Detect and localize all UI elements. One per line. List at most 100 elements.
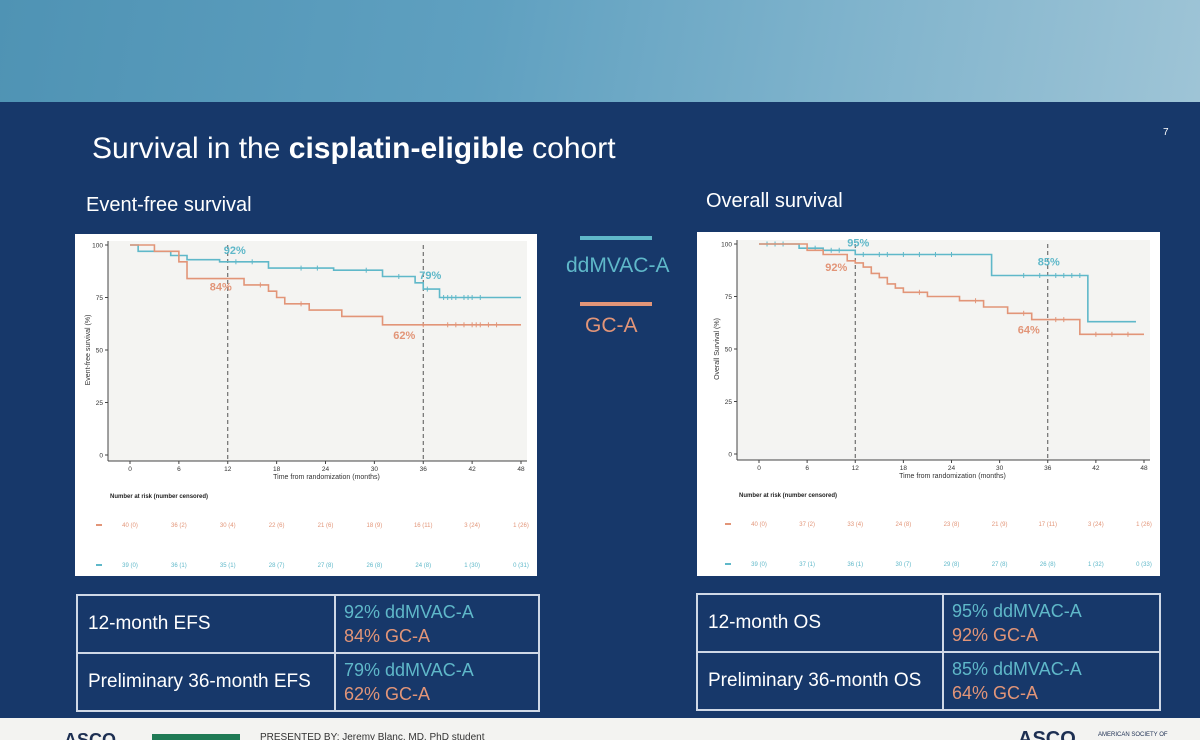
efs-x-tick-label: 48 xyxy=(517,466,525,473)
efs-y-tick-label: 25 xyxy=(96,400,104,407)
efs-risk-value-gc: 3 (24) xyxy=(464,523,480,529)
efs-risk-value-ddmvac: 0 (31) xyxy=(513,563,529,569)
efs-row1-label: 12-month EFS xyxy=(76,594,336,654)
efs-km-chart: 0 25 50 75 100 0 6 12 18 24 30 36 42 48 Time from rand… xyxy=(85,241,529,569)
efs-x-tick-label: 18 xyxy=(273,466,281,473)
os-km-chart: 0 25 50 75 100 0 6 12 18 24 30 36 42 48 Time from rand… xyxy=(714,238,1152,569)
os-row1-label: 12-month OS xyxy=(696,593,944,653)
os-x-tick-label: 0 xyxy=(757,465,761,472)
os-row1-ddmvac: 95% ddMVAC-A xyxy=(952,601,1082,621)
efs-risk-value-gc: 1 (26) xyxy=(513,523,529,529)
efs-risk-value-ddmvac: 1 (30) xyxy=(464,563,480,569)
efs-risk-value-gc: 21 (6) xyxy=(318,523,334,529)
efs-risk-value-ddmvac: 39 (0) xyxy=(122,563,138,569)
os-risk-value-gc: 3 (24) xyxy=(1088,522,1104,528)
efs-curve-gc xyxy=(130,244,521,326)
os-risk-value-ddmvac: 37 (1) xyxy=(799,562,815,568)
efs-annotation: 92% xyxy=(224,245,246,257)
efs-annotation: 79% xyxy=(419,270,441,282)
os-x-tick-label: 48 xyxy=(1140,465,1148,472)
efs-risk-value-gc: 18 (9) xyxy=(367,523,383,529)
os-risk-value-gc: 1 (26) xyxy=(1136,522,1152,528)
efs-x-tick-label: 36 xyxy=(420,466,428,473)
efs-risk-value-gc: 30 (4) xyxy=(220,523,236,529)
os-risk-value-ddmvac: 39 (0) xyxy=(751,562,767,568)
efs-risk-value-gc: 40 (0) xyxy=(122,523,138,529)
asco-logo-subtitle: AMERICAN SOCIETY OF xyxy=(1098,732,1168,738)
efs-panel-title: Event-free survival xyxy=(86,194,252,216)
efs-y-tick-label: 50 xyxy=(96,348,104,355)
efs-annotation: 62% xyxy=(393,330,415,342)
os-risk-value-gc: 37 (2) xyxy=(799,522,815,528)
os-curve-gc xyxy=(759,243,1144,336)
efs-row1-ddmvac: 92% ddMVAC-A xyxy=(344,602,474,622)
efs-x-tick-label: 0 xyxy=(128,466,132,473)
os-panel-title: Overall survival xyxy=(706,190,843,212)
efs-x-tick-label: 12 xyxy=(224,466,232,473)
efs-risk-value-gc: 16 (11) xyxy=(414,523,433,529)
legend-label-gc: GC-A xyxy=(585,314,638,337)
os-risk-value-ddmvac: 30 (7) xyxy=(896,562,912,568)
os-annotation: 95% xyxy=(847,238,869,250)
os-x-tick-label: 36 xyxy=(1044,465,1052,472)
os-summary-table: 12-month OS 95% ddMVAC-A 92% GC-A Prelim… xyxy=(696,593,1161,711)
efs-x-tick-label: 42 xyxy=(469,466,477,473)
legend-label-ddmvac: ddMVAC-A xyxy=(566,254,670,277)
efs-risk-value-ddmvac: 27 (8) xyxy=(318,563,334,569)
os-chart-panel: 0 25 50 75 100 0 6 12 18 24 30 36 42 48 Time from rand… xyxy=(697,232,1160,576)
os-risk-value-gc: 23 (8) xyxy=(944,522,960,528)
efs-risk-value-gc: 36 (2) xyxy=(171,523,187,529)
legend-line-ddmvac xyxy=(580,236,652,240)
os-annotation: 85% xyxy=(1038,257,1060,269)
efs-risk-value-ddmvac: 36 (1) xyxy=(171,563,187,569)
efs-risk-table-title: Number at risk (number censored) xyxy=(110,494,208,500)
slide-title: Survival in the cisplatin-eligible cohor… xyxy=(92,132,616,165)
os-x-axis-label: Time from randomization (months) xyxy=(899,473,1006,480)
efs-x-axis-label: Time from randomization (months) xyxy=(273,474,380,481)
efs-risk-value-ddmvac: 24 (8) xyxy=(415,563,431,569)
os-risk-value-gc: 21 (9) xyxy=(992,522,1008,528)
efs-x-tick-label: 24 xyxy=(322,466,330,473)
os-y-tick-label: 100 xyxy=(721,242,732,249)
os-x-tick-label: 12 xyxy=(852,465,860,472)
os-y-tick-label: 0 xyxy=(728,452,732,459)
os-row1-gc: 92% GC-A xyxy=(952,625,1039,645)
os-risk-value-gc: 17 (11) xyxy=(1038,522,1057,528)
header-band xyxy=(0,0,1200,102)
os-y-tick-label: 50 xyxy=(725,347,733,354)
os-risk-value-gc: 33 (4) xyxy=(847,522,863,528)
os-risk-value-ddmvac: 1 (32) xyxy=(1088,562,1104,568)
os-risk-value-ddmvac: 26 (8) xyxy=(1040,562,1056,568)
efs-y-axis-label: Event-free survival (%) xyxy=(85,315,92,386)
efs-row2-ddmvac: 79% ddMVAC-A xyxy=(344,660,474,680)
efs-row2-label: Preliminary 36-month EFS xyxy=(76,652,336,712)
os-risk-value-ddmvac: 27 (8) xyxy=(992,562,1008,568)
os-risk-value-ddmvac: 29 (8) xyxy=(944,562,960,568)
presenter-credit: PRESENTED BY: Jeremy Blanc, MD, PhD stud… xyxy=(260,732,485,740)
efs-x-tick-label: 6 xyxy=(177,466,181,473)
os-row2-label: Preliminary 36-month OS xyxy=(696,651,944,711)
efs-chart-panel: 0 25 50 75 100 0 6 12 18 24 30 36 42 48 Time from rand… xyxy=(75,234,537,576)
os-risk-value-gc: 40 (0) xyxy=(751,522,767,528)
efs-summary-table: 12-month EFS 92% ddMVAC-A 84% GC-A Preli… xyxy=(76,594,540,712)
os-y-tick-label: 75 xyxy=(725,294,733,301)
os-plot-area xyxy=(737,240,1150,460)
efs-y-tick-label: 100 xyxy=(92,243,103,250)
os-row2-gc: 64% GC-A xyxy=(952,683,1039,703)
os-risk-value-ddmvac: 36 (1) xyxy=(847,562,863,568)
os-x-tick-label: 24 xyxy=(948,465,956,472)
efs-risk-value-ddmvac: 26 (8) xyxy=(367,563,383,569)
efs-y-tick-label: 75 xyxy=(96,295,104,302)
os-curve-ddmvac xyxy=(759,243,1136,323)
os-y-tick-label: 25 xyxy=(725,399,733,406)
os-risk-value-ddmvac: 0 (33) xyxy=(1136,562,1152,568)
efs-plot-area xyxy=(108,241,527,461)
page-number: 7 xyxy=(1163,127,1169,138)
os-y-axis-label: Overall Survival (%) xyxy=(714,318,721,380)
efs-x-tick-label: 30 xyxy=(371,466,379,473)
os-risk-table-title: Number at risk (number censored) xyxy=(739,493,837,499)
efs-annotation: 84% xyxy=(210,282,232,294)
os-x-tick-label: 42 xyxy=(1092,465,1100,472)
os-x-tick-label: 30 xyxy=(996,465,1004,472)
footer-bar: ASCO PRESENTED BY: Jeremy Blanc, MD, PhD… xyxy=(0,718,1200,740)
